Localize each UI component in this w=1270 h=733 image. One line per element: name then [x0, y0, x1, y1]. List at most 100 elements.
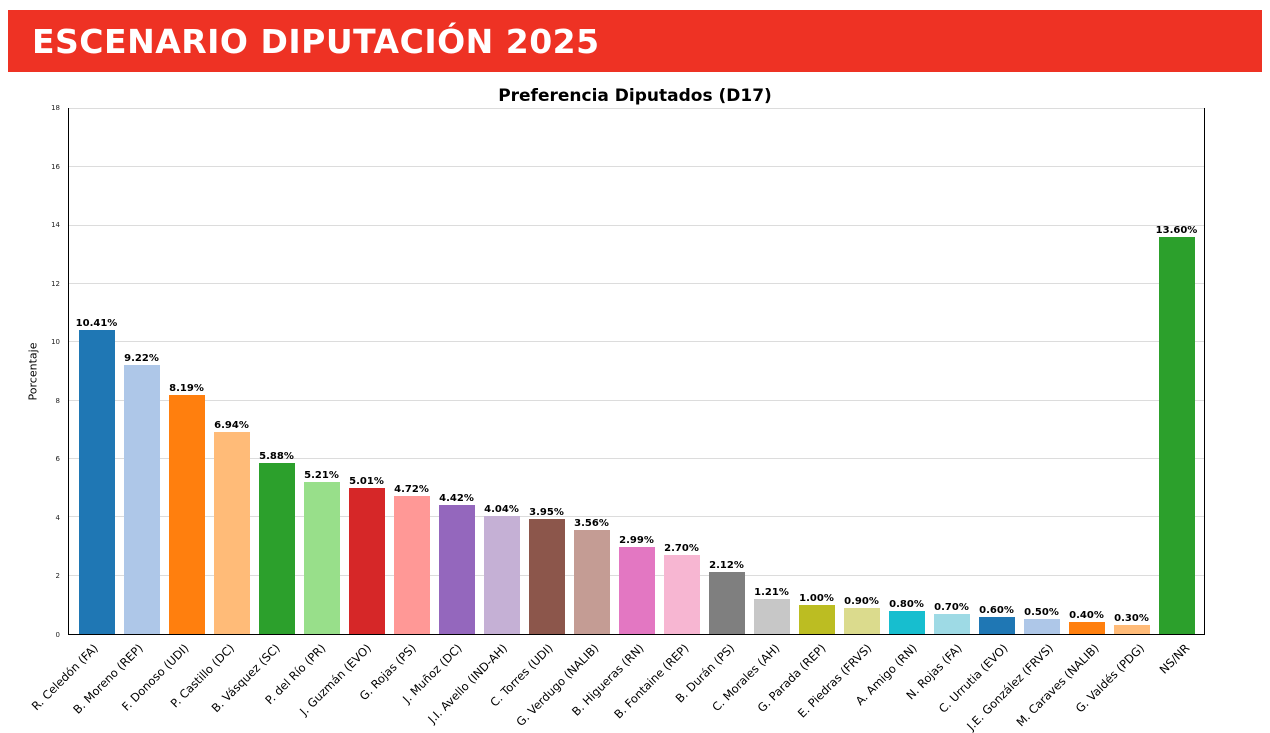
y-tick-label: 8 [55, 396, 60, 405]
banner: ESCENARIO DIPUTACIÓN 2025 [8, 10, 1262, 72]
bar [1113, 625, 1150, 634]
bar-slot: 0.30% [1109, 109, 1154, 634]
y-tick-label: 14 [51, 221, 60, 230]
bar-value-label: 0.90% [844, 595, 879, 607]
x-tick-label: J.E. González (FRVS) [963, 641, 1056, 733]
bar-slot: 9.22% [119, 109, 164, 634]
y-axis: 0 2 4 6 8 10 12 14 16 18 [34, 104, 64, 639]
bar-value-label: 3.56% [574, 518, 609, 530]
bar-value-label: 6.94% [214, 419, 249, 431]
bar-slot: 1.21% [749, 109, 794, 634]
bar-value-label: 4.04% [484, 504, 519, 516]
bar-slot: 5.88% [254, 109, 299, 634]
bar-slot: 0.80% [884, 109, 929, 634]
gridline [69, 516, 1204, 518]
bar [1158, 237, 1195, 634]
bar-value-label: 1.21% [754, 586, 789, 598]
bar-slot: 10.41% [74, 109, 119, 634]
bar-value-label: 1.00% [799, 592, 834, 604]
bar [1023, 619, 1060, 634]
bar [843, 607, 880, 634]
bar-slot: 8.19% [164, 109, 209, 634]
bar-value-label: 5.88% [259, 450, 294, 462]
chart-title: Preferencia Diputados (D17) [498, 86, 772, 106]
x-tick-label: M. Caraves (NALIB) [1012, 641, 1102, 730]
bar [348, 487, 385, 634]
bar-value-label: 2.70% [664, 543, 699, 555]
bar-value-label: 9.22% [124, 353, 159, 365]
gridline [69, 458, 1204, 459]
bar [618, 546, 655, 634]
bar-value-label: 3.95% [529, 506, 564, 518]
bar-slot: 0.60% [974, 109, 1019, 634]
bar-value-label: 8.19% [169, 383, 204, 395]
bar [753, 598, 790, 634]
y-tick-label: 4 [55, 513, 60, 522]
bar-value-label: 2.99% [619, 534, 654, 546]
bar [573, 530, 610, 634]
bar [78, 330, 115, 634]
bar-value-label: 5.21% [304, 470, 339, 482]
y-tick-label: 2 [55, 572, 60, 581]
bar [303, 482, 340, 634]
bar [123, 365, 160, 634]
bar [798, 604, 835, 634]
bar [438, 505, 475, 634]
bar-value-label: 10.41% [75, 318, 118, 330]
bar-slot: 2.12% [704, 109, 749, 634]
bar-value-label: 4.42% [439, 493, 474, 505]
bar-value-label: 0.30% [1114, 613, 1149, 625]
x-tick-label: NS/NR [1156, 641, 1193, 677]
bar-slot: 6.94% [209, 109, 254, 634]
gridline [69, 399, 1204, 401]
bar-slot: 3.56% [569, 109, 614, 634]
bar-value-label: 0.70% [934, 601, 969, 613]
y-tick-label: 10 [51, 338, 60, 347]
bar-value-label: 0.40% [1069, 610, 1104, 622]
bar [528, 518, 565, 634]
banner-title: ESCENARIO DIPUTACIÓN 2025 [32, 21, 600, 61]
bar [258, 462, 295, 634]
y-tick-label: 18 [51, 104, 60, 112]
bar [393, 496, 430, 634]
bar-slot: 1.00% [794, 109, 839, 634]
y-tick-label: 12 [51, 279, 60, 288]
bars-container: 10.41% 9.22% 8.19% 6.94% 5.88% 5.21% 5.01% 4.72… [69, 109, 1204, 634]
bar-slot: 4.04% [479, 109, 524, 634]
bar-slot: 3.95% [524, 109, 569, 634]
bar-slot: 0.70% [929, 109, 974, 634]
bar-value-label: 0.60% [979, 604, 1014, 616]
bar-value-label: 0.80% [889, 598, 924, 610]
gridline [69, 224, 1204, 226]
bar [708, 572, 745, 634]
bar [888, 610, 925, 634]
gridline [69, 341, 1204, 343]
bar-slot: 5.01% [344, 109, 389, 634]
gridline [69, 283, 1204, 284]
bar-slot: 13.60% [1154, 109, 1199, 634]
bar [483, 516, 520, 634]
gridline [69, 108, 1204, 109]
x-tick-label: G. Verdugo (NALIB) [512, 641, 601, 730]
bar-slot: 0.90% [839, 109, 884, 634]
bar [978, 616, 1015, 634]
gridline [69, 166, 1204, 168]
bar-slot: 0.40% [1064, 109, 1109, 634]
bar [933, 613, 970, 634]
y-tick-label: 16 [51, 162, 60, 171]
bar-slot: 4.72% [389, 109, 434, 634]
bar-slot: 4.42% [434, 109, 479, 634]
bar-slot: 2.99% [614, 109, 659, 634]
bar-value-label: 5.01% [349, 475, 384, 487]
bar [213, 431, 250, 634]
bar-slot: 0.50% [1019, 109, 1064, 634]
x-axis: R. Celedón (FA) B. Moreno (REP) F. Donoso … [29, 637, 1205, 733]
bar-value-label: 0.50% [1024, 607, 1059, 619]
bar [168, 395, 205, 634]
y-tick-label: 0 [55, 631, 60, 639]
bar-slot: 2.70% [659, 109, 704, 634]
bar-value-label: 13.60% [1155, 225, 1198, 237]
bar-slot: 5.21% [299, 109, 344, 634]
plot-area: 10.41% 9.22% 8.19% 6.94% 5.88% 5.21% 5.01% 4.72… [68, 108, 1205, 635]
